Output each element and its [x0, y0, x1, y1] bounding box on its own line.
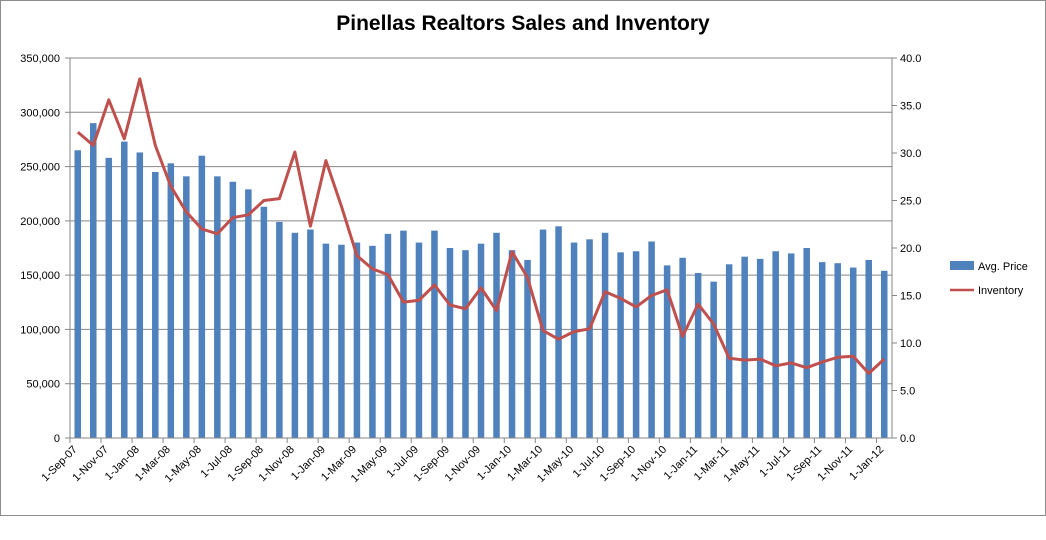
chart-title: Pinellas Realtors Sales and Inventory — [336, 12, 710, 35]
legend-label-inventory: Inventory — [978, 285, 1024, 297]
avg-price-bar — [663, 265, 671, 438]
avg-price-bar — [865, 259, 872, 438]
avg-price-bar — [307, 229, 314, 438]
left-axis-tick-labels: 0 50,000 100,000 150,000 200,000 250,000 300,0… — [20, 53, 60, 445]
avg-price-bar — [198, 155, 206, 438]
avg-price-bars — [74, 123, 888, 439]
avg-price-bar — [229, 181, 237, 438]
right-axis-tick-label: 5.0 — [900, 386, 915, 398]
avg-price-bar — [508, 250, 516, 438]
avg-price-bar — [586, 239, 593, 438]
avg-price-bar — [183, 176, 190, 439]
avg-price-bar — [446, 248, 454, 438]
right-axis-tick-label: 40.0 — [900, 53, 921, 65]
left-axis-tick-label: 0 — [54, 433, 60, 445]
avg-price-bar — [400, 230, 407, 438]
avg-price-bar — [803, 248, 810, 438]
avg-price-bar — [818, 262, 826, 438]
left-axis-tick-label: 100,000 — [20, 324, 60, 336]
avg-price-bar — [74, 150, 82, 439]
avg-price-bar — [353, 242, 361, 438]
avg-price-bar — [369, 245, 376, 438]
avg-price-bar — [276, 221, 283, 438]
avg-price-bar — [167, 163, 175, 439]
avg-price-bar — [694, 272, 702, 438]
avg-price-bar — [849, 267, 857, 438]
inventory-line-layer — [76, 77, 886, 375]
avg-price-bar — [555, 226, 562, 438]
avg-price-bar — [756, 258, 764, 438]
avg-price-bar — [136, 152, 144, 438]
left-axis-tick-label: 150,000 — [20, 270, 60, 282]
x-axis-tick-labels: 1-Sep-071-Nov-071-Jan-081-Mar-081-May-08… — [39, 444, 886, 485]
right-axis-tick-label: 10.0 — [900, 338, 921, 350]
right-axis-tick-label: 35.0 — [900, 101, 921, 113]
avg-price-bar — [493, 232, 500, 438]
legend-label-avg-price: Avg. Price — [978, 261, 1028, 273]
left-axis-tick-label: 200,000 — [20, 216, 60, 228]
avg-price-bar — [524, 259, 531, 438]
avg-price-bar — [477, 243, 485, 438]
right-axis-tick-labels: 0.0 5.0 10.0 15.0 20.0 25.0 30.0 35.0 40.0 — [900, 53, 921, 445]
avg-price-bar — [214, 176, 221, 439]
legend-swatch-avg-price — [950, 261, 974, 270]
avg-price-bar — [632, 251, 640, 438]
avg-price-bar — [617, 252, 624, 438]
inventory-line — [76, 77, 886, 375]
avg-price-bar — [741, 256, 748, 438]
avg-price-bar — [338, 244, 345, 438]
avg-price-bar — [880, 270, 888, 438]
left-axis-tick-label: 300,000 — [20, 107, 60, 119]
avg-price-bar — [90, 123, 97, 439]
avg-price-bar — [648, 241, 655, 438]
right-axis-tick-label: 25.0 — [900, 196, 921, 208]
avg-price-bar — [415, 242, 423, 438]
avg-price-bar — [601, 232, 609, 438]
avg-price-bar — [787, 253, 795, 438]
avg-price-bar — [710, 281, 717, 438]
right-axis-tick-label: 15.0 — [900, 291, 921, 303]
avg-price-bar — [725, 264, 733, 438]
left-axis-tick-label: 250,000 — [20, 162, 60, 174]
avg-price-bar — [570, 242, 578, 438]
right-axis-tick-label: 0.0 — [900, 433, 915, 445]
avg-price-bar — [462, 250, 469, 438]
avg-price-bar — [291, 232, 299, 438]
axes — [65, 57, 897, 443]
legend: Avg. Price Inventory — [950, 261, 1028, 297]
left-axis-tick-label: 50,000 — [26, 379, 60, 391]
avg-price-bar — [772, 251, 779, 438]
right-axis-tick-label: 30.0 — [900, 148, 921, 160]
avg-price-bar — [431, 230, 438, 438]
avg-price-bar — [260, 206, 268, 438]
avg-price-bar — [539, 229, 547, 438]
x-axis-tick-label: 1-Jan-12 — [847, 444, 886, 483]
avg-price-bar — [679, 257, 686, 438]
left-axis-tick-label: 350,000 — [20, 53, 60, 65]
avg-price-bar — [834, 263, 841, 438]
avg-price-bar — [121, 141, 128, 438]
avg-price-bar — [245, 189, 252, 438]
avg-price-bar — [384, 233, 392, 438]
avg-price-bar — [152, 172, 159, 438]
right-axis-tick-label: 20.0 — [900, 243, 921, 255]
avg-price-bar — [105, 157, 113, 438]
avg-price-bar — [322, 243, 330, 438]
